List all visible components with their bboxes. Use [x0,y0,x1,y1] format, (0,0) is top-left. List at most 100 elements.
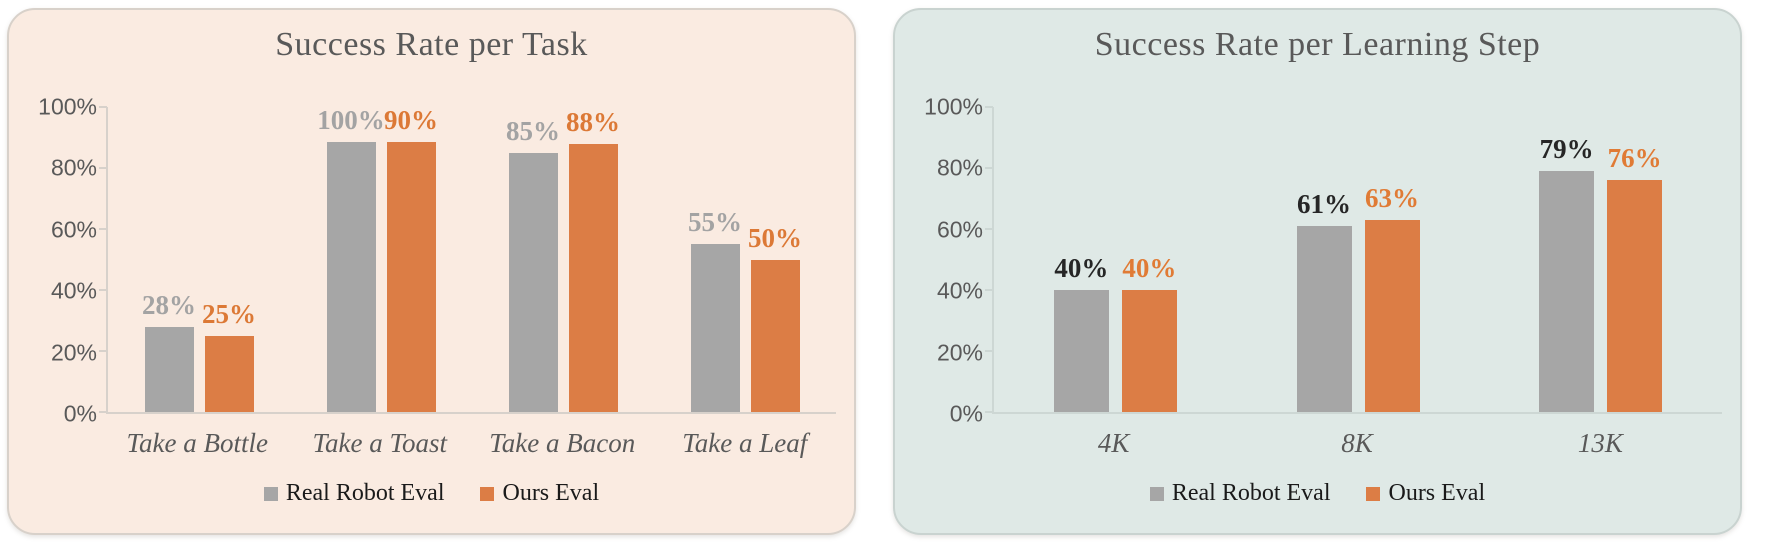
bar [1539,171,1595,412]
x-axis-category-label: 8K [1341,428,1373,458]
plot-area: 40% 40% 61% 63% 79% 76% [985,106,1722,414]
legend-item: Ours Eval [1366,480,1485,507]
y-axis-tick-label: 20% [936,339,983,366]
y-axis-tick-mark [985,350,993,352]
bar-value-label: 25% [202,298,256,329]
y-axis-tick-mark [985,228,993,230]
y-axis-tick-label: 100% [38,93,97,120]
x-axis-category-label: Take a Toast [312,428,448,458]
bar-group: 100% 90% [290,107,472,412]
bar [1053,290,1109,412]
legend-item: Real Robot Eval [1149,480,1331,507]
bar-value-label: 40% [1122,253,1177,283]
y-axis-tick-label: 40% [936,277,983,304]
bar-value-label: 28% [142,289,196,320]
bar-column: 88% [566,106,620,412]
x-axis-category-label: Take a Bacon [489,428,636,458]
bar-value-label: 79% [1539,134,1594,165]
y-axis-tick-label: 60% [936,216,983,243]
x-axis-category-label: Take a Leaf [682,428,808,458]
chart-title: Success Rate per Task [275,26,588,63]
bar-column: 61% [1296,107,1352,412]
legend-label: Ours Eval [1388,480,1486,506]
bar-group: 85% 88% [472,107,654,412]
legend-item: Ours Eval [480,480,599,507]
bar-value-label: 76% [1607,143,1662,174]
chart-panel-learning-step: Success Rate per Learning Step 100% 80% 60… [893,8,1742,535]
bar-column: 85% [506,107,560,412]
bar-column: 50% [748,107,802,412]
y-axis-tick-mark [985,106,993,108]
bar [204,335,254,412]
bar-column: 55% [688,107,742,412]
bar-column: 25% [202,107,256,412]
y-axis-tick-label: 80% [936,154,983,181]
y-axis-tick-mark [99,167,107,169]
bar [1121,290,1177,412]
y-axis-tick-mark [99,289,107,291]
bar-group: 79% 76% [1479,107,1722,412]
bar [1296,225,1352,412]
bar-group: 28% 25% [108,107,290,412]
y-axis-tick-label: 20% [50,339,97,366]
bar-column: 79% [1539,107,1595,412]
y-axis: 100% 80% 60% 40% 20% 0% [9,94,97,427]
legend-label: Ours Eval [502,480,600,506]
bar-value-label: 40% [1054,253,1109,283]
legend-swatch-icon [263,486,278,501]
y-axis-tick-label: 100% [924,93,983,120]
bar-column: 28% [142,107,196,412]
x-axis-category-label: Take a Bottle [126,428,269,458]
bar-value-label: 90% [384,105,438,135]
y-axis-tick-label: 60% [50,216,97,243]
bar [568,143,618,412]
y-axis-tick-mark [99,350,107,352]
bar [1607,180,1663,412]
legend-item: Real Robot Eval [263,480,445,507]
bar-value-label: 85% [506,115,560,146]
bar-group: 40% 40% [994,107,1237,412]
bar-column: 40% [1121,107,1177,412]
y-axis-tick-mark [99,228,107,230]
bar [1364,219,1420,412]
x-axis-labels: Take a Bottle Take a Toast Take a Bacon Tak… [106,428,836,459]
y-axis-tick-label: 0% [63,400,97,427]
bar-column: 63% [1364,107,1420,412]
legend-swatch-icon [1149,486,1164,501]
y-axis: 100% 80% 60% 40% 20% 0% [895,94,983,427]
chart-title: Success Rate per Learning Step [1094,26,1541,63]
x-axis-labels: 4K 8K 13K [992,428,1722,459]
bar [144,326,194,412]
y-axis-tick-label: 40% [50,277,97,304]
y-axis-tick-mark [985,411,993,413]
bar-column: 40% [1053,107,1109,412]
y-axis-tick-mark [985,167,993,169]
bar [508,152,558,412]
bar-value-label: 50% [748,222,802,253]
y-axis-tick-mark [99,106,107,108]
bar [326,142,376,412]
bar-column: 76% [1607,107,1663,412]
legend: Real Robot Eval Ours Eval [9,480,854,507]
legend: Real Robot Eval Ours Eval [895,480,1740,507]
bar-column: 100% [317,107,385,412]
bar-value-label: 55% [688,207,742,238]
bar [386,142,436,412]
legend-label: Real Robot Eval [1171,480,1331,506]
legend-label: Real Robot Eval [285,480,445,506]
y-axis-tick-mark [99,411,107,413]
bar [750,259,800,412]
legend-swatch-icon [480,486,495,501]
bar-value-label: 100% [317,105,385,135]
bar-value-label: 88% [566,106,620,137]
y-axis-tick-label: 0% [949,400,983,427]
bar-value-label: 63% [1365,182,1419,213]
bar-group: 61% 63% [1237,107,1480,412]
y-axis-tick-label: 80% [50,154,97,181]
x-axis-category-label: 4K [1097,428,1130,458]
bar-value-label: 61% [1297,188,1351,219]
bar-group: 55% 50% [654,107,836,412]
legend-swatch-icon [1366,486,1381,501]
bar-column: 90% [384,105,438,412]
